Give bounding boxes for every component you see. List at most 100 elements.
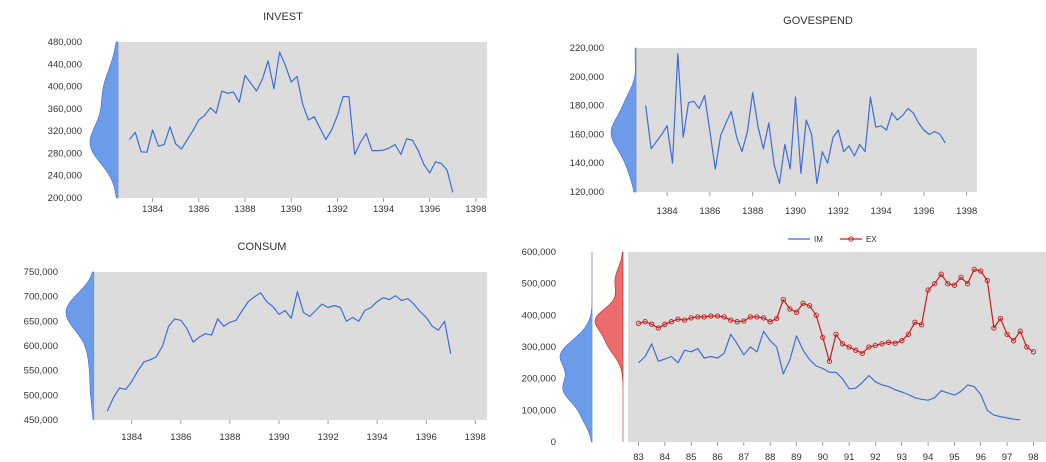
data-point [649,321,655,327]
x-tick-label: 83 [633,452,644,462]
data-point [938,271,944,277]
data-point [978,268,984,274]
data-point [813,312,819,318]
data-point [925,287,931,293]
data-point [728,317,734,323]
x-tick-label: 88 [765,452,776,462]
data-point [806,303,813,309]
data-point [991,325,997,331]
invest-panel: INVEST 480,000 440,000 400,000 360,000 320,00… [48,11,487,215]
x-tick-label: 92 [870,452,881,462]
data-point [642,319,648,325]
data-point [787,306,793,312]
data-point [681,317,688,323]
data-point [997,315,1004,322]
data-point [1017,328,1023,334]
data-point [932,281,938,287]
x-tick-label: 1394 [871,206,892,217]
x-tick-label: 1396 [913,206,934,217]
data-point [793,309,800,315]
legend-label-im: IM [814,235,823,244]
data-point [885,339,892,345]
data-point [958,274,964,280]
y-tick-label: 700,000 [24,292,58,303]
series-line [106,291,452,412]
x-tick-label: 1386 [170,432,191,443]
y-tick-label: 360,000 [48,104,82,115]
plot-area [118,42,487,198]
x-axis: 1384 1386 1388 1390 1392 1394 1396 1398 [657,192,977,217]
y-tick-label: 0 [551,437,556,448]
y-axis: 220,000 200,000 180,000 160,000 140,000 120,0… [570,43,604,198]
series-line [129,51,454,193]
data-point [760,315,767,321]
x-tick-label: 86 [712,452,723,462]
x-tick-label: 1392 [828,206,849,217]
x-tick-label: 87 [739,452,750,462]
y-tick-label: 400,000 [48,82,82,93]
x-tick-label: 90 [818,452,829,462]
data-point [846,344,852,350]
data-point [912,319,918,325]
distribution-shape-ex [594,251,624,442]
data-point [734,319,740,325]
y-tick-label: 180,000 [570,101,604,112]
data-point [859,350,865,356]
plot-area [628,252,1046,442]
y-tick-label: 240,000 [48,171,82,182]
x-tick-label: 95 [949,452,960,462]
x-tick-label: 1386 [188,204,209,215]
x-tick-label: 1392 [327,204,348,215]
chart-title: GOVESPEND [783,15,853,27]
x-tick-label: 1398 [956,206,977,217]
x-axis: 1384 1386 1388 1390 1392 1394 1396 1398 [121,420,486,443]
series-ex [635,266,1037,364]
y-tick-label: 500,000 [522,279,556,290]
x-tick-label: 1396 [419,204,440,215]
data-point [905,331,911,337]
distribution-shape-series [610,47,637,193]
y-axis: 600,000 500,000 400,000 300,000 200,000 100,0… [522,247,556,448]
data-point [964,281,971,287]
data-point [1030,349,1037,355]
x-tick-label: 1384 [657,206,678,217]
data-point [741,318,747,324]
y-axis: 480,000 440,000 400,000 360,000 320,000 280,0… [48,37,82,204]
y-tick-label: 480,000 [48,37,82,48]
x-tick-label: 1398 [465,204,486,215]
series-line [129,51,454,193]
x-tick-label: 1388 [219,432,240,443]
y-axis: 750,000 700,000 650,000 600,000 550,000 500,0… [24,267,58,426]
data-point [780,296,786,303]
legend: IM EX [788,235,877,244]
x-tick-label: 1392 [317,432,338,443]
x-tick-label: 1390 [268,432,289,443]
data-point [747,314,754,320]
x-tick-label: 1396 [416,432,437,443]
data-point [1024,344,1030,350]
data-point [1010,338,1017,344]
y-tick-label: 160,000 [570,129,604,140]
x-axis: 1384 1386 1388 1390 1392 1394 1396 1398 [142,198,486,215]
series-line [645,53,946,184]
data-point [879,341,885,347]
x-tick-label: 1390 [785,206,806,217]
data-point [754,314,760,320]
y-tick-label: 120,000 [570,187,604,198]
distribution-shape-series [89,41,119,199]
marginal-distribution [610,47,637,193]
y-tick-label: 650,000 [24,316,58,327]
data-point [701,314,707,320]
data-point [951,282,958,288]
data-point [984,277,990,284]
distribution-shape-series [65,271,95,421]
y-tick-label: 280,000 [48,148,82,159]
data-point [662,321,668,327]
y-tick-label: 750,000 [24,267,58,278]
data-point [945,281,951,287]
data-point [899,338,905,344]
data-point [774,315,780,322]
plot-area [95,272,487,420]
data-point [714,313,721,319]
data-point [1004,331,1010,337]
